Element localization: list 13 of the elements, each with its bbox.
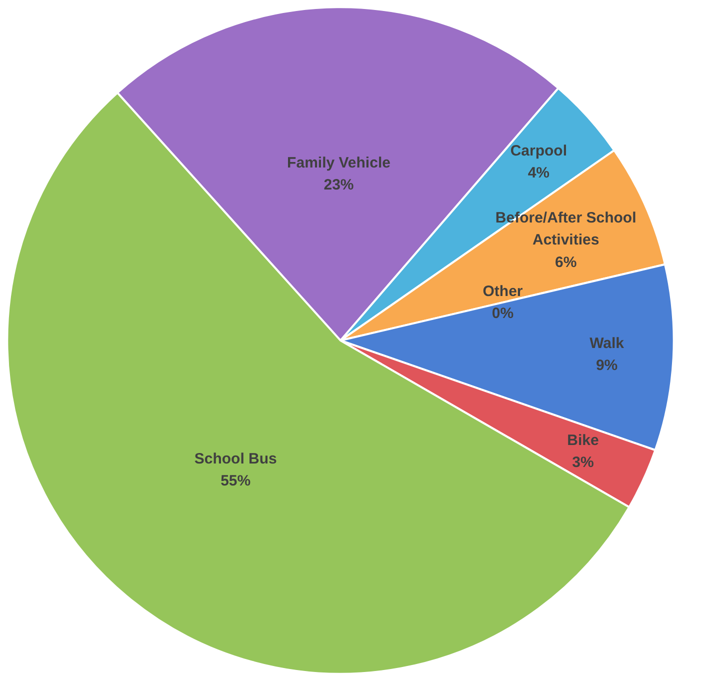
data-label: 6% [555, 254, 577, 271]
category-label: Other [482, 282, 523, 300]
text: 0% [492, 304, 514, 322]
slice-label: Bike [567, 432, 599, 449]
data-label: 9% [596, 357, 618, 374]
slice-label: Walk [590, 334, 625, 352]
slice-label: Carpool [510, 142, 568, 160]
data-label: 3% [572, 454, 594, 472]
slice-label: Family Vehicle [287, 154, 390, 172]
data-label: 55% [220, 472, 251, 490]
data-label: 23% [324, 176, 354, 194]
slice-label: School Bus [194, 450, 277, 468]
data-label: 4% [528, 164, 550, 182]
